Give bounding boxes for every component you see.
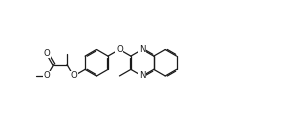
Text: O: O [44,49,51,58]
Text: O: O [70,71,77,80]
Text: O: O [116,45,123,54]
Text: O: O [44,71,51,80]
Text: N: N [139,71,145,80]
Text: N: N [139,45,145,54]
